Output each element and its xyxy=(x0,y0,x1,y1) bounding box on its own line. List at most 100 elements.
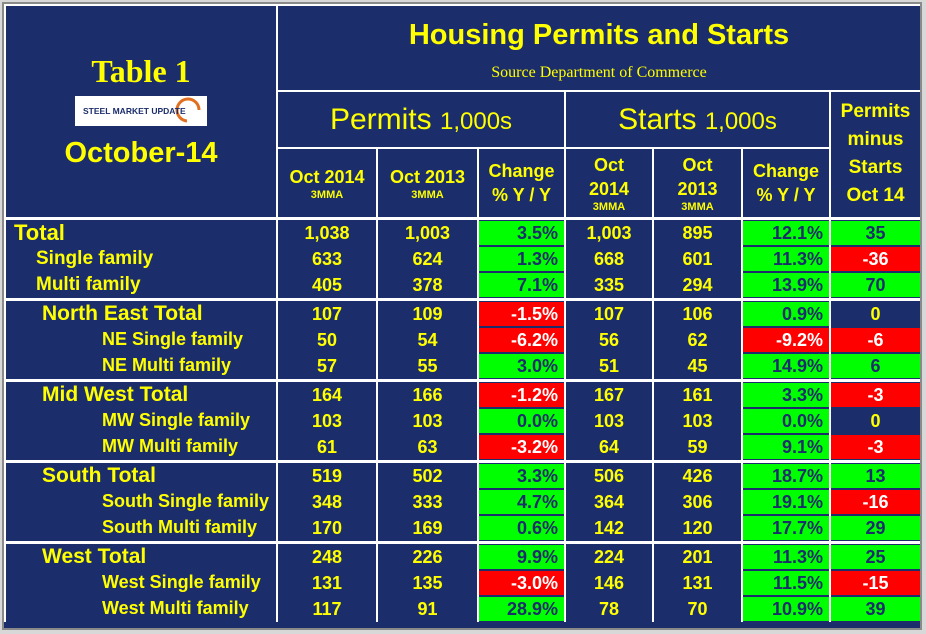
column-header: Change % Y / Y xyxy=(477,147,566,219)
difference-header: Permits minus Starts Oct 14 xyxy=(828,90,920,219)
value-cell: 63 xyxy=(376,433,479,461)
value-cell: 161 xyxy=(652,378,743,408)
value-cell: 3.3% xyxy=(741,378,831,408)
row-label: NE Multi family xyxy=(4,352,278,380)
value: 62 xyxy=(687,329,708,350)
value: 426 xyxy=(682,465,713,486)
value-cell: 405 xyxy=(276,271,378,299)
value-cell: -15 xyxy=(828,569,920,596)
value: 166 xyxy=(412,384,443,405)
value: 10.9% xyxy=(744,596,828,621)
value-cell: 3.3% xyxy=(477,459,566,489)
value: 12.1% xyxy=(744,220,828,245)
row-label: NE Single family xyxy=(4,326,278,353)
data-row: South Total 519 502 3.3% 506 426 18.7% 13 xyxy=(4,459,920,489)
value-cell: 19.1% xyxy=(741,488,831,515)
value: -15 xyxy=(832,570,920,595)
value: 364 xyxy=(593,491,625,512)
row-label: South Multi family xyxy=(4,514,278,542)
value-cell: 142 xyxy=(564,514,654,542)
value-cell: 51 xyxy=(564,352,654,380)
header-line: Oct 14 xyxy=(846,185,905,207)
value-cell: 103 xyxy=(276,407,378,434)
row-label: North East Total xyxy=(4,297,278,327)
value: 306 xyxy=(682,491,713,512)
value: 103 xyxy=(682,410,713,431)
value: 109 xyxy=(412,303,443,324)
value-cell: 167 xyxy=(564,378,654,408)
value-cell: 502 xyxy=(376,459,479,489)
group-name: Permits xyxy=(329,102,432,136)
title-block: Housing Permits and Starts Source Depart… xyxy=(275,4,920,92)
value: 61 xyxy=(316,436,338,457)
value: 59 xyxy=(687,436,708,457)
value-cell: 378 xyxy=(376,271,479,299)
value: 519 xyxy=(311,465,343,486)
column-header-line: Oct 2014 xyxy=(289,166,365,187)
value-cell: 4.7% xyxy=(477,488,566,515)
value: 502 xyxy=(412,465,443,486)
value: 405 xyxy=(311,274,343,295)
value: 224 xyxy=(593,546,625,567)
value-cell: 131 xyxy=(652,569,743,596)
value-cell: 6 xyxy=(828,352,920,380)
value: 14.9% xyxy=(744,353,828,378)
value: 103 xyxy=(412,410,443,431)
column-header-sub: 3MMA xyxy=(592,200,626,213)
value-cell: 333 xyxy=(376,488,479,515)
value: 9.1% xyxy=(744,434,828,459)
value-cell: 17.7% xyxy=(741,514,831,542)
value: 13 xyxy=(832,463,920,488)
value: -3 xyxy=(832,434,920,459)
value: 45 xyxy=(687,355,708,376)
value-cell: 3.5% xyxy=(477,216,566,246)
value-cell: 0 xyxy=(828,407,920,434)
row-label: South Single family xyxy=(4,488,278,515)
value: 6 xyxy=(832,353,920,378)
value: 668 xyxy=(593,248,625,269)
value: 201 xyxy=(682,546,713,567)
value: 633 xyxy=(311,248,343,269)
value-cell: 169 xyxy=(376,514,479,542)
value: -6.2% xyxy=(480,327,563,352)
value: 106 xyxy=(682,303,713,324)
value: 11.3% xyxy=(744,544,828,569)
value: 13.9% xyxy=(744,272,828,297)
header-line: Starts xyxy=(848,157,903,179)
logo-text: STEEL MARKET UPDATE xyxy=(83,105,186,116)
value: 1,003 xyxy=(404,222,451,243)
value: 55 xyxy=(417,355,438,376)
value-cell: 11.3% xyxy=(741,245,831,272)
column-header: Oct 2014 3MMA xyxy=(276,147,378,219)
value-cell: 248 xyxy=(276,540,378,570)
value-cell: 9.9% xyxy=(477,540,566,570)
column-header-line: % Y / Y xyxy=(756,184,816,205)
value-cell: 61 xyxy=(276,433,378,461)
header-line: minus xyxy=(847,129,904,151)
value-cell: 78 xyxy=(564,595,654,622)
value-cell: 50 xyxy=(276,326,378,353)
value: -1.2% xyxy=(480,382,563,407)
value-cell: 1,003 xyxy=(376,216,479,246)
value: 0 xyxy=(870,410,881,431)
data-row: North East Total 107 109 -1.5% 107 106 0.9% 0 xyxy=(4,297,920,327)
value: 25 xyxy=(832,544,920,569)
value-cell: 335 xyxy=(564,271,654,299)
value: 117 xyxy=(312,598,342,619)
value: -3 xyxy=(832,382,920,407)
value-cell: 131 xyxy=(276,569,378,596)
value: 348 xyxy=(311,491,343,512)
value-cell: -6.2% xyxy=(477,326,566,353)
value: 142 xyxy=(593,517,625,538)
value: 3.0% xyxy=(480,353,563,378)
data-row: MW Single family 103 103 0.0% 103 103 0.0% 0 xyxy=(4,407,920,434)
data-row: Single family 633 624 1.3% 668 601 11.3% -36 xyxy=(4,245,920,272)
value-cell: 109 xyxy=(376,297,479,327)
column-header-line: Oct xyxy=(682,154,713,175)
value-cell: 11.5% xyxy=(741,569,831,596)
value: 103 xyxy=(593,410,625,431)
period: October-14 xyxy=(64,136,218,169)
value-cell: 0.6% xyxy=(477,514,566,542)
value-cell: 57 xyxy=(276,352,378,380)
row-label: MW Multi family xyxy=(4,433,278,461)
